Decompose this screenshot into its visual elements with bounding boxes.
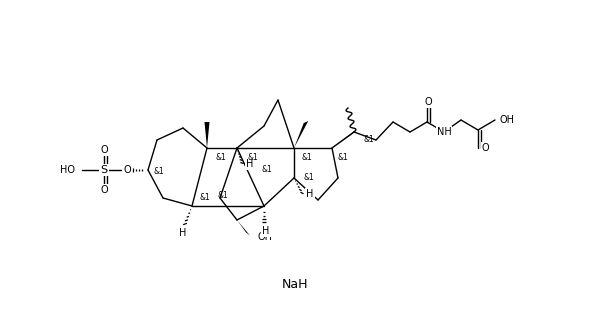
Text: &1: &1 bbox=[248, 154, 259, 163]
Polygon shape bbox=[332, 130, 355, 148]
Text: &1: &1 bbox=[218, 191, 229, 199]
Text: OH: OH bbox=[257, 232, 272, 242]
Text: O: O bbox=[100, 145, 108, 155]
Text: &1: &1 bbox=[303, 174, 314, 182]
Text: &1: &1 bbox=[154, 167, 165, 176]
Text: &1: &1 bbox=[199, 192, 210, 202]
Polygon shape bbox=[205, 122, 209, 148]
Text: H: H bbox=[179, 228, 186, 238]
Text: &1: &1 bbox=[301, 154, 312, 163]
Text: &1: &1 bbox=[262, 165, 273, 175]
Text: H: H bbox=[246, 159, 254, 169]
Text: NH: NH bbox=[437, 127, 451, 137]
Text: &1: &1 bbox=[215, 154, 226, 163]
Polygon shape bbox=[294, 121, 308, 148]
Text: &1: &1 bbox=[363, 136, 373, 144]
Text: OH: OH bbox=[499, 115, 514, 125]
Text: H: H bbox=[306, 189, 314, 199]
Text: S: S bbox=[100, 165, 107, 175]
Text: O: O bbox=[100, 185, 108, 195]
Polygon shape bbox=[237, 220, 250, 236]
Text: O: O bbox=[424, 97, 432, 107]
Text: O: O bbox=[123, 165, 131, 175]
Text: &1: &1 bbox=[337, 154, 348, 163]
Text: O: O bbox=[482, 143, 490, 153]
Text: NaH: NaH bbox=[282, 279, 308, 291]
Text: H: H bbox=[263, 226, 270, 236]
Text: HO: HO bbox=[60, 165, 75, 175]
